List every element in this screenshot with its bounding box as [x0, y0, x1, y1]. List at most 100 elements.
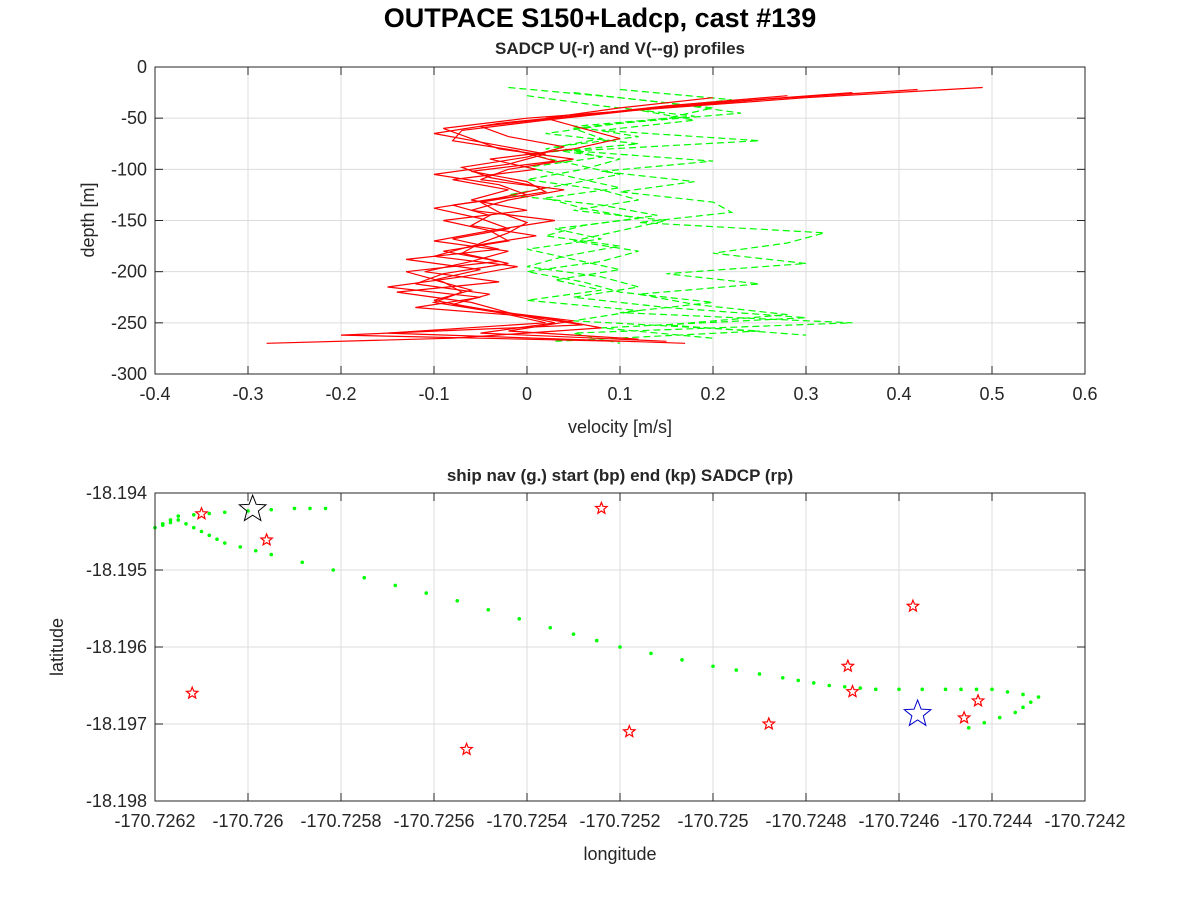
profile-y-tick-label: -150	[111, 211, 147, 231]
start-star-marker	[902, 698, 933, 727]
sadcp-star-marker	[184, 685, 200, 700]
profile-ticks: -0.4 -0.3 -0.2 -0.1 0 0.1 0.2 0.3 0.4 0.5 0.6 0 -50 -…	[111, 57, 1098, 404]
nav-track-point	[308, 506, 312, 511]
nav-track-point	[292, 506, 297, 511]
nav-y-axis-label: latitude	[47, 618, 67, 676]
sadcp-star-marker	[194, 506, 209, 520]
nav-track-point	[486, 607, 491, 612]
nav-plot-title: ship nav (g.) start (bp) end (kp) SADCP …	[447, 466, 793, 485]
nav-track-point	[548, 625, 553, 630]
nav-track-point	[517, 616, 522, 621]
nav-track-point	[253, 548, 258, 553]
nav-x-tick-label: -170.7248	[765, 811, 846, 831]
profile-x-tick-label: -0.3	[232, 384, 263, 404]
nav-track-point	[207, 511, 212, 516]
nav-track-point	[943, 687, 948, 692]
profile-plot-title: SADCP U(-r) and V(--g) profiles	[495, 39, 745, 58]
profile-y-tick-label: -50	[121, 108, 147, 128]
nav-track-point	[974, 687, 979, 692]
profile-x-tick-label: 0.3	[793, 384, 818, 404]
nav-track-point	[649, 651, 653, 656]
nav-track-point	[168, 520, 173, 525]
nav-track-point	[811, 681, 816, 685]
nav-y-tick-label: -18.195	[86, 560, 147, 580]
profile-x-tick-label: 0.6	[1072, 384, 1097, 404]
nav-track-point	[331, 568, 336, 572]
profile-x-tick-label: -0.4	[139, 384, 170, 404]
nav-track-point	[680, 658, 684, 662]
figure-title: OUTPACE S150+Ladcp, cast #139	[383, 3, 817, 33]
nav-x-tick-label: -170.7252	[579, 811, 660, 831]
nav-track-point	[222, 541, 227, 545]
nav-track-point	[1028, 700, 1033, 704]
nav-track-point	[323, 506, 328, 511]
profile-x-axis-label: velocity [m/s]	[568, 417, 672, 437]
nav-track-point	[757, 672, 762, 676]
sadcp-star-marker	[905, 598, 921, 613]
nav-track-point	[176, 518, 181, 522]
nav-track-point	[1021, 692, 1025, 697]
nav-x-tick-label: -170.7258	[300, 811, 381, 831]
nav-y-tick-label: -18.194	[86, 483, 147, 503]
nav-track-point	[207, 533, 212, 538]
nav-track-point	[393, 583, 398, 588]
profile-lines	[266, 86, 983, 344]
v-profile-line	[573, 88, 825, 336]
sadcp-star-marker	[259, 532, 274, 547]
nav-track-point	[191, 525, 196, 530]
profile-x-tick-label: -0.1	[418, 384, 449, 404]
profile-x-tick-label: 0.5	[979, 384, 1004, 404]
sadcp-star-marker	[845, 684, 860, 698]
nav-track-point	[455, 599, 460, 603]
profile-x-tick-label: -0.2	[325, 384, 356, 404]
profile-x-tick-label: 0.2	[700, 384, 725, 404]
nav-track-point	[215, 537, 219, 541]
nav-track-point	[982, 720, 987, 725]
nav-y-tick-label: -18.196	[86, 637, 147, 657]
nav-x-tick-label: -170.7246	[858, 811, 939, 831]
nav-track-point	[222, 510, 227, 515]
nav-track-point	[199, 529, 204, 534]
nav-x-tick-label: -170.7262	[114, 811, 195, 831]
sadcp-star-marker	[970, 693, 986, 708]
nav-ticks: -170.7262 -170.726 -170.7258 -170.7256 -170.…	[86, 483, 1126, 831]
nav-track-point	[168, 518, 173, 522]
profile-x-tick-label: 0.4	[886, 384, 911, 404]
nav-track-point	[300, 560, 305, 565]
nav-track-point	[571, 632, 576, 636]
nav-track-point	[191, 513, 196, 517]
nav-track-point	[897, 687, 901, 692]
u-profile-line	[396, 97, 714, 342]
profile-y-axis-label: depth [m]	[78, 182, 98, 257]
nav-track-point	[990, 687, 994, 692]
u-profile-line	[266, 92, 853, 344]
nav-track-point	[160, 522, 165, 526]
nav-track-point	[362, 575, 367, 580]
profile-x-tick-label: 0.1	[607, 384, 632, 404]
nav-x-tick-label: -170.7244	[951, 811, 1032, 831]
nav-y-tick-label: -18.198	[86, 791, 147, 811]
nav-track-point	[1021, 705, 1025, 710]
nav-track-point	[269, 552, 274, 557]
nav-plot: -170.7262 -170.726 -170.7258 -170.7256 -170.…	[47, 466, 1126, 864]
v-profile-line	[508, 92, 807, 339]
nav-track-point	[827, 683, 832, 688]
nav-track-point	[1005, 690, 1010, 694]
profile-y-tick-label: 0	[137, 57, 147, 77]
nav-track-point	[1036, 695, 1041, 699]
nav-track-point	[424, 591, 429, 595]
v-profile-line	[526, 95, 760, 342]
nav-track-point	[238, 545, 243, 549]
nav-x-tick-label: -170.7256	[393, 811, 474, 831]
nav-x-tick-label: -170.725	[677, 811, 748, 831]
profile-plot: -0.4 -0.3 -0.2 -0.1 0 0.1 0.2 0.3 0.4 0.5 0.6 0 -50 -…	[78, 39, 1098, 437]
nav-x-tick-label: -170.7254	[486, 811, 567, 831]
nav-track-point	[711, 664, 715, 669]
nav-y-tick-label: -18.197	[86, 714, 147, 734]
u-profile-line	[406, 95, 788, 340]
sadcp-star-marker	[956, 710, 972, 725]
nav-track-point	[966, 726, 971, 730]
nav-track-point	[176, 514, 181, 518]
nav-track-point	[920, 687, 925, 692]
